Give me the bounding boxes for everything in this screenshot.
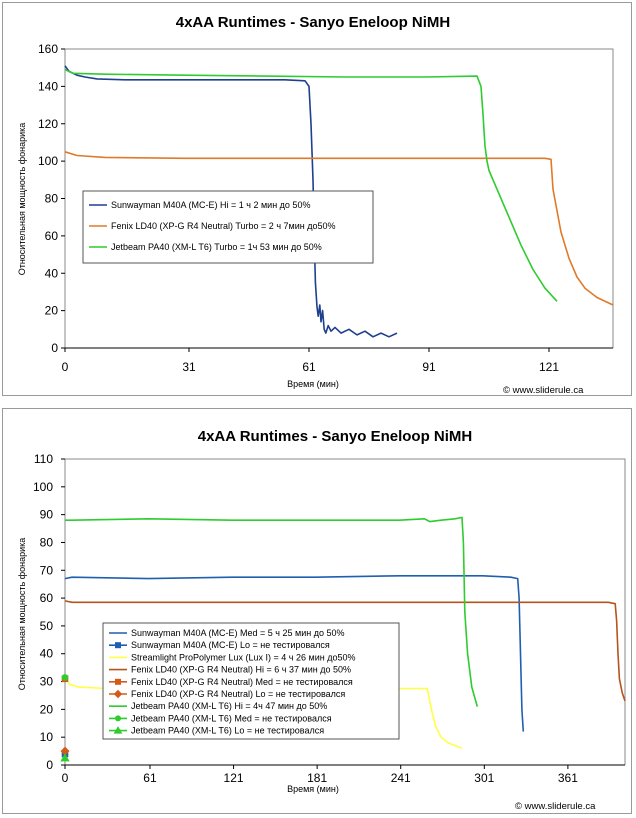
y-tick-label: 50 <box>40 619 54 633</box>
y-tick-label: 40 <box>45 266 59 280</box>
legend-entry: Streamlight ProPolymer Lux (Lux I) = 4 ч… <box>131 652 355 662</box>
legend-entry: Sunwayman M40A (MC-E) Hi = 1 ч 2 мин до … <box>111 200 310 210</box>
x-tick-label: 121 <box>224 771 244 785</box>
legend-entry: Sunwayman M40A (MC-E) Med = 5 ч 25 мин д… <box>131 628 344 638</box>
y-tick-label: 120 <box>38 117 58 131</box>
legend-marker <box>113 689 123 699</box>
legend: Sunwayman M40A (MC-E) Hi = 1 ч 2 мин до … <box>82 190 374 264</box>
chart-panel-runtimes-bottom: 4xAA Runtimes - Sanyo Eneloop NiMH 0 10 20 3… <box>2 408 632 814</box>
y-tick-label: 80 <box>45 192 59 206</box>
y-tick-label: 70 <box>40 563 54 577</box>
runtime-chart-1: 4xAA Runtimes - Sanyo Eneloop NiMH 0 20 40 6… <box>17 14 614 396</box>
chart-title: 4xAA Runtimes - Sanyo Eneloop NiMH <box>176 14 450 31</box>
chart-panel-runtimes-top: 4xAA Runtimes - Sanyo Eneloop NiMH 0 20 40 6… <box>2 2 632 396</box>
legend-marker <box>115 642 121 649</box>
source-credit: © www.sliderule.ca <box>515 801 596 812</box>
y-tick-label: 0 <box>51 341 58 355</box>
plot-frame <box>64 458 626 765</box>
legend-box <box>82 190 374 264</box>
x-axis-label: Время (мин) <box>287 784 339 794</box>
legend-box <box>102 622 400 740</box>
y-tick-label: 0 <box>46 758 53 772</box>
legend-marker <box>115 678 121 685</box>
x-tick-label: 241 <box>391 771 411 785</box>
legend-marker <box>113 726 123 734</box>
y-tick-label: 20 <box>45 304 59 318</box>
legend-entry: Sunwayman M40A (MC-E) Lo = не тестировал… <box>131 640 330 650</box>
y-axis-label: Относительная мощность фонарика <box>17 538 27 691</box>
x-tick-label: 61 <box>302 360 316 374</box>
y-tick-label: 60 <box>45 229 59 243</box>
x-tick-label: 0 <box>62 771 69 785</box>
y-tick-label: 160 <box>38 42 58 56</box>
legend-entry: Jetbeam PA40 (XM-L T6) Med = не тестиров… <box>131 713 332 723</box>
series-line-1 <box>64 65 398 338</box>
series-line-2 <box>64 151 614 306</box>
x-tick-label: 31 <box>182 360 196 374</box>
legend: Sunwayman M40A (MC-E) Med = 5 ч 25 мин д… <box>102 622 400 740</box>
x-axis-label: Время (мин) <box>287 379 339 389</box>
chart-title: 4xAA Runtimes - Sanyo Eneloop NiMH <box>198 428 472 445</box>
y-tick-label: 60 <box>40 591 54 605</box>
y-tick-label: 100 <box>33 480 53 494</box>
source-credit: © www.sliderule.ca <box>503 385 584 396</box>
y-tick-label: 20 <box>40 702 54 716</box>
series-line-4 <box>64 600 626 702</box>
y-tick-label: 30 <box>40 675 54 689</box>
y-tick-label: 140 <box>38 79 58 93</box>
series-line-3 <box>64 68 558 302</box>
y-axis-label: Относительная мощность фонарика <box>17 123 27 276</box>
y-tick-label: 80 <box>40 535 54 549</box>
legend-marker <box>115 715 121 722</box>
x-tick-label: 0 <box>62 360 69 374</box>
x-tick-label: 91 <box>422 360 436 374</box>
legend-entry: Fenix LD40 (XP-G R4 Neutral) Med = не те… <box>131 677 353 687</box>
legend-entry: Fenix LD40 (XP-G R4 Neutral) Lo = не тес… <box>131 689 345 699</box>
legend-entry: Jetbeam PA40 (XM-L T6) Turbo = 1ч 53 мин… <box>111 242 322 252</box>
series-line-1 <box>64 575 525 732</box>
y-tick-label: 40 <box>40 647 54 661</box>
series-line-7 <box>65 516 479 707</box>
legend-entry: Jetbeam PA40 (XM-L T6) Lo = не тестирова… <box>131 726 324 736</box>
y-tick-label: 110 <box>34 452 53 466</box>
y-tick-label: 100 <box>38 154 58 168</box>
x-tick-label: 61 <box>143 771 157 785</box>
legend-entry: Jetbeam PA40 (XM-L T6) Hi = 4ч 47 мин до… <box>131 701 327 711</box>
runtime-chart-2: 4xAA Runtimes - Sanyo Eneloop NiMH 0 10 20 3… <box>17 428 626 812</box>
y-tick-label: 10 <box>40 730 54 744</box>
legend-entry: Fenix LD40 (XP-G R4 Neutral) Turbo = 2 ч… <box>111 221 335 231</box>
x-tick-label: 301 <box>474 771 494 785</box>
series-point-9 <box>60 753 70 762</box>
y-tick-label: 90 <box>40 508 54 522</box>
x-tick-label: 181 <box>307 771 327 785</box>
legend-entry: Fenix LD40 (XP-G R4 Neutral) Hi = 6 ч 37… <box>131 665 351 675</box>
series-point-8 <box>61 674 69 681</box>
x-tick-label: 361 <box>558 771 578 785</box>
x-tick-label: 121 <box>539 360 559 374</box>
